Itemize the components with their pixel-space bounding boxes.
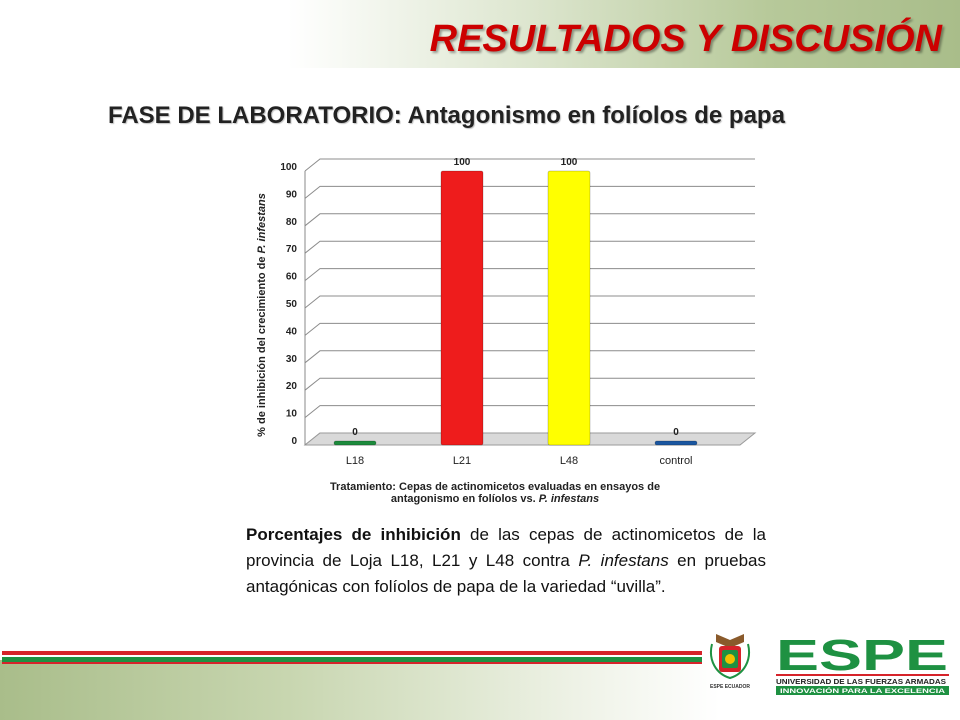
crest-icon: ESPE ECUADOR (710, 634, 750, 690)
x-axis-label-line1: Tratamiento: Cepas de actinomicetos eval… (330, 481, 660, 493)
subtitle-rest: Antagonismo en folíolos de papa (401, 102, 785, 129)
gridline-8 (304, 213, 755, 227)
footer-rule-white (2, 655, 702, 657)
bar-L21 (440, 170, 484, 446)
bar-control (654, 440, 698, 446)
caption-part2: en pruebas antagónicas con folíolos de p… (246, 551, 766, 596)
gridline-4 (304, 322, 755, 336)
gridline-5 (304, 295, 755, 309)
slide-title: RESULTADOS Y DISCUSIÓN (429, 18, 942, 60)
logo-wordmark: ESPE (776, 631, 948, 680)
logo-line1: UNIVERSIDAD DE LAS FUERZAS ARMADAS (776, 679, 946, 686)
data-label-L18: 0 (352, 427, 358, 438)
y-axis-label: % de inhibición del crecimiento de P. in… (256, 193, 268, 437)
y-axis-label-italic: P. infestans (256, 193, 268, 253)
figure-caption: Porcentajes de inhibición de las cepas d… (246, 522, 766, 600)
header-band (0, 0, 960, 68)
y-tick-label-9: 90 (286, 189, 298, 200)
footer-rule-red-thin (2, 662, 702, 664)
y-tick-label-5: 50 (286, 299, 298, 310)
data-label-control: 0 (673, 427, 679, 438)
caption-bold-lead: Porcentajes de inhibición (246, 525, 461, 544)
gridline-3 (304, 350, 755, 364)
y-tick-label-0: 0 (291, 436, 297, 447)
y-tick-label-8: 80 (286, 217, 298, 228)
gridline-10 (304, 158, 755, 172)
crest-text: ESPE ECUADOR (710, 684, 750, 690)
caption-italic: P. infestans (578, 551, 669, 570)
gridline-1 (304, 405, 755, 418)
caption-part1: de las cepas de actinomicetos de la prov… (246, 525, 766, 570)
y-tick-label-1: 10 (286, 409, 298, 420)
logo-green-strip (776, 686, 949, 695)
bar-L18 (333, 440, 377, 446)
x-axis-label-line2-italic: P. infestans (539, 493, 599, 505)
gridline-2 (304, 377, 755, 391)
subtitle-bold: FASE DE LABORATORIO: (108, 102, 402, 129)
chart-floor (303, 432, 757, 446)
y-tick-label-2: 20 (286, 381, 298, 392)
x-tick-label-L48: L48 (560, 455, 578, 467)
data-label-L48: 100 (561, 157, 578, 168)
footer-rule-green (2, 657, 702, 662)
gridline-6 (304, 268, 755, 281)
x-axis-label-line2: antagonismo en folíolos vs. P. infestans (391, 493, 599, 505)
gridline-7 (304, 240, 755, 254)
data-label-L21: 100 (454, 157, 471, 168)
espe-logo: ESPE ECUADOR ESPE UNIVERSIDAD DE LAS FUE… (708, 628, 953, 698)
chart-svg: 0 10 20 30 40 50 60 70 80 90 100 0 L18 100 L21 100 L48 0… (256, 157, 757, 505)
y-axis-label-prefix: % de inhibición del crecimiento de (256, 253, 268, 436)
logo-red-bar (776, 674, 949, 676)
y-tick-label-10: 100 (280, 162, 297, 173)
bar-chart: 0 10 20 30 40 50 60 70 80 90 100 0 L18 100 L21 100 L48 0… (245, 150, 765, 510)
x-tick-label-L18: L18 (346, 455, 364, 467)
x-tick-label-control: control (659, 455, 692, 467)
x-tick-label-L21: L21 (453, 455, 471, 467)
x-axis-label-line2-prefix: antagonismo en folíolos vs. (391, 493, 539, 505)
footer-rule-red (2, 651, 702, 655)
bar-L48 (547, 170, 591, 446)
y-tick-label-7: 70 (286, 244, 298, 255)
y-tick-label-6: 60 (286, 272, 298, 283)
y-tick-label-3: 30 (286, 354, 298, 365)
gridline-9 (304, 185, 755, 199)
logo-line2: INNOVACIÓN PARA LA EXCELENCIA (780, 686, 945, 695)
slide-subtitle: FASE DE LABORATORIO: Antagonismo en folí… (108, 102, 785, 130)
y-tick-label-4: 40 (286, 326, 298, 337)
